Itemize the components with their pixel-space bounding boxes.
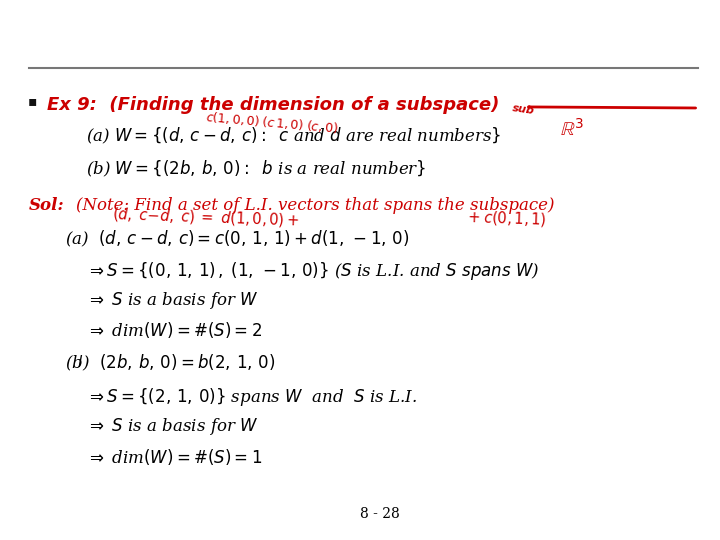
Text: (a)  $(d,\, c-d,\, c) = c(0,\, 1,\, 1) + d(1,\, -1,\, 0)$: (a) $(d,\, c-d,\, c) = c(0,\, 1,\, 1) + … <box>65 228 409 249</box>
Text: $\Rightarrow$ $S$ is a basis for $W$: $\Rightarrow$ $S$ is a basis for $W$ <box>86 291 258 311</box>
Text: $\mathit{l}$: $\mathit{l}$ <box>77 354 84 370</box>
Text: $(d,\;c\!-\!d,\;c)\;=\;d(1,0,0)+$: $(d,\;c\!-\!d,\;c)\;=\;d(1,0,0)+$ <box>112 205 300 230</box>
Text: Ex 9:  (Finding the dimension of a subspace): Ex 9: (Finding the dimension of a subspa… <box>47 96 499 114</box>
Text: (b)  $(2b,\, b,\, 0) = b(2,\, 1,\, 0)$: (b) $(2b,\, b,\, 0) = b(2,\, 1,\, 0)$ <box>65 353 275 373</box>
Text: $\Rightarrow S = \{(0,\, 1,\, 1)\, ,\; (1,\, -1,\, 0)\}$ ($S$ is L.I. and $S$ $\: $\Rightarrow S = \{(0,\, 1,\, 1)\, ,\; (… <box>86 260 540 282</box>
Text: (a) $W=\{(d,\, c-d,\, c){:}\;$ $c$ and $d$ are real numbers$\}$: (a) $W=\{(d,\, c-d,\, c){:}\;$ $c$ and $… <box>86 126 502 146</box>
Text: $\Rightarrow$ dim$(W) = \#(S) = 2$: $\Rightarrow$ dim$(W) = \#(S) = 2$ <box>86 320 263 341</box>
Text: (Note: Find a set of L.I. vectors that spans the subspace): (Note: Find a set of L.I. vectors that s… <box>76 197 554 214</box>
Text: sub: sub <box>511 103 535 116</box>
Text: $\mathbb{R}^3$: $\mathbb{R}^3$ <box>560 118 585 139</box>
Text: 8 - 28: 8 - 28 <box>360 507 400 521</box>
Text: $\Rightarrow$ dim$(W) = \#(S) = 1$: $\Rightarrow$ dim$(W) = \#(S) = 1$ <box>86 447 263 468</box>
Text: $+\;c(0,1,1)$: $+\;c(0,1,1)$ <box>467 208 546 229</box>
Text: Sol:: Sol: <box>29 197 64 214</box>
Text: $c(1,0,0)\;(c\,1,0)\;(c,0)$: $c(1,0,0)\;(c\,1,0)\;(c,0)$ <box>205 109 339 136</box>
Text: ▪: ▪ <box>27 94 37 109</box>
Text: (b) $W=\{(2b,\, b,\, 0){:}\;$ $b$ is a real number$\}$: (b) $W=\{(2b,\, b,\, 0){:}\;$ $b$ is a r… <box>86 158 427 179</box>
Text: $\Rightarrow S = \{(2,\, 1,\, 0)\}$ spans $W$  and  $S$ is L.I.: $\Rightarrow S = \{(2,\, 1,\, 0)\}$ span… <box>86 386 418 408</box>
Text: $\Rightarrow$ $S$ is a basis for $W$: $\Rightarrow$ $S$ is a basis for $W$ <box>86 416 258 437</box>
